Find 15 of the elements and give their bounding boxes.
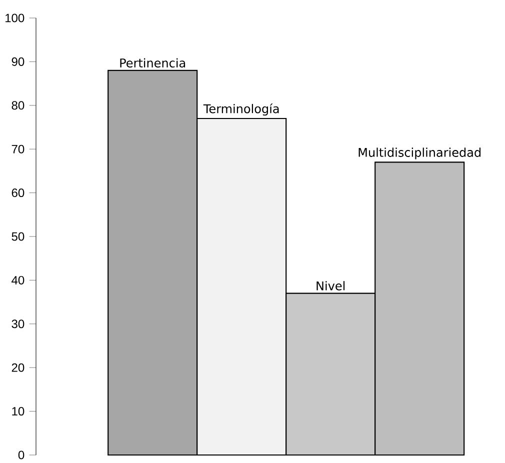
y-tick-label: 40 bbox=[12, 276, 24, 284]
x-tick-label: Multidisciplinariedad bbox=[358, 148, 480, 160]
y-tick-label: 20 bbox=[12, 363, 24, 372]
y-tick-label: 50 bbox=[12, 232, 24, 241]
y-tick-label: 0 bbox=[18, 450, 24, 460]
y-tick-label: 60 bbox=[12, 188, 24, 198]
y-tick-label: 100 bbox=[6, 14, 24, 22]
y-tick-label: 30 bbox=[12, 320, 24, 328]
x-tick-label: Terminología bbox=[203, 103, 279, 116]
y-tick-label: 80 bbox=[12, 101, 24, 110]
x-tick-label: Pertinencia bbox=[120, 58, 186, 68]
y-tick-label: 90 bbox=[12, 57, 24, 66]
y-tick-label: 10 bbox=[12, 407, 24, 416]
y-tick-label: 70 bbox=[12, 144, 24, 154]
x-tick-label: Nivel bbox=[316, 281, 345, 290]
